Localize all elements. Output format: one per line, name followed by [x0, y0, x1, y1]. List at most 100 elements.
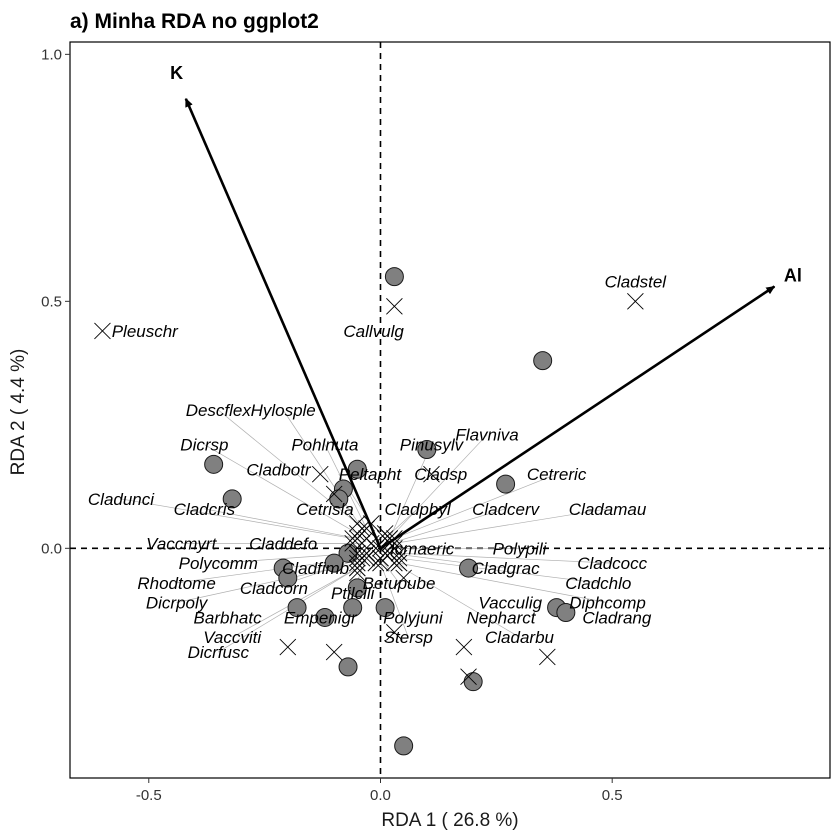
site-point: [384, 267, 404, 287]
site-point: [417, 440, 437, 460]
species-label: Icmaeric: [390, 539, 455, 558]
plot-frame: [69, 41, 831, 779]
species-marker: [362, 515, 380, 532]
species-labels: Cladstel Pleuschr Callvulg Descflex Hylosple…: [88, 273, 667, 662]
species-label: Cladpbyl: [384, 500, 451, 519]
leader-line: [120, 498, 353, 539]
leader-line: [399, 552, 613, 564]
species-label: Cladbotr: [246, 460, 312, 479]
leader-line: [282, 409, 363, 529]
species-marker: [381, 535, 399, 552]
species-marker: [325, 643, 343, 661]
x-tick-label: 0.5: [602, 787, 623, 804]
arrow-al: [379, 285, 776, 550]
y-tick-label: 0.5: [41, 293, 62, 310]
site-point: [287, 598, 307, 618]
species-label: Vacculig: [478, 594, 542, 613]
species-label: Polyjuni: [383, 608, 444, 627]
leader-line: [389, 508, 506, 544]
species-label: Pohlnuta: [291, 436, 358, 455]
leader-line: [394, 473, 557, 539]
species-label: Cladgrac: [472, 559, 541, 578]
x-axis-label: RDA 1 ( 26.8 %): [381, 810, 518, 831]
leader-line: [394, 508, 608, 544]
species-label: Cladunci: [88, 490, 155, 509]
species-marker: [386, 297, 403, 315]
leader-line: [398, 562, 608, 603]
leader-line: [389, 552, 506, 569]
leader-line: [204, 508, 358, 539]
site-point: [343, 598, 363, 618]
species-label: Diphcomp: [569, 594, 646, 613]
species-marker: [395, 569, 412, 587]
species-marker: [390, 554, 408, 572]
leader-line: [380, 563, 409, 638]
leader-line: [218, 567, 358, 653]
species-label: Pinusylv: [400, 436, 465, 455]
arrow-labels: K Al: [170, 63, 802, 286]
site-point: [347, 578, 367, 598]
y-tick-label: 0.0: [41, 540, 62, 557]
species-label: Betupube: [363, 574, 436, 593]
species-marker: [358, 530, 375, 547]
species-marker: [344, 535, 362, 552]
species-label: Rhodtome: [137, 574, 215, 593]
species-marker: [367, 554, 385, 572]
species-marker: [423, 465, 440, 483]
species-label: Nepharct: [466, 608, 536, 627]
site-point: [278, 568, 298, 588]
species-markers: [94, 293, 644, 686]
species-marker: [460, 668, 477, 686]
species-label: Stersp: [384, 628, 433, 647]
species-label: Polycomm: [179, 554, 258, 573]
site-point: [496, 474, 516, 494]
species-label: Cladamau: [569, 500, 647, 519]
site-point: [459, 558, 479, 578]
species-marker: [627, 293, 644, 310]
chart-title: a) Minha RDA no ggplot2: [70, 10, 319, 33]
arrow-k: [184, 97, 382, 549]
x-tick-label: -0.5: [136, 787, 162, 804]
species-label: Callvulg: [343, 322, 404, 341]
species-label: Cladcorn: [240, 579, 308, 598]
species-label: Cladfimb: [282, 559, 349, 578]
species-label: Cladchlo: [565, 574, 631, 593]
species-marker: [455, 638, 473, 656]
species-label: Cladcocc: [577, 554, 647, 573]
species-label: Barbhatc: [194, 608, 263, 627]
species-label: Cetreric: [527, 465, 587, 484]
species-marker: [348, 549, 366, 567]
leader-line: [380, 557, 400, 584]
leader-line: [389, 434, 488, 539]
species-label: Cladarbu: [485, 628, 555, 647]
species-label: Dicrpoly: [146, 594, 209, 613]
x-tick-label: 0.0: [370, 787, 391, 804]
species-marker: [311, 465, 329, 483]
species-label: Ptilcili: [331, 584, 376, 603]
species-leader-lines: [120, 409, 613, 653]
species-label: Cladstel: [605, 273, 668, 292]
species-label: Empenigr: [284, 608, 358, 627]
y-axis-label: RDA 2 ( 4.4 %): [8, 349, 29, 476]
species-label: Flavniva: [455, 426, 518, 445]
reference-lines: [70, 42, 830, 778]
site-point: [204, 454, 224, 474]
leader-line: [389, 444, 432, 539]
species-marker: [344, 530, 362, 547]
species-label: Descflex: [186, 401, 252, 420]
leader-line: [398, 557, 599, 584]
species-marker: [348, 559, 366, 577]
site-point: [222, 489, 242, 509]
species-label: Hylosple: [251, 401, 316, 420]
site-point: [375, 598, 395, 618]
species-marker: [386, 623, 403, 641]
species-label: Peltapht: [339, 465, 403, 484]
plot-area: Cladstel Pleuschr Callvulg Descflex Hylosple…: [70, 42, 830, 778]
species-label: Cladcerv: [472, 500, 541, 519]
species-marker: [372, 554, 389, 572]
species-label: Cladrang: [582, 608, 652, 627]
site-point: [324, 553, 344, 573]
leader-line: [394, 562, 520, 638]
species-label: Dicrsp: [180, 436, 228, 455]
y-axis-ticks: 0.0 0.5 1.0: [41, 46, 70, 557]
